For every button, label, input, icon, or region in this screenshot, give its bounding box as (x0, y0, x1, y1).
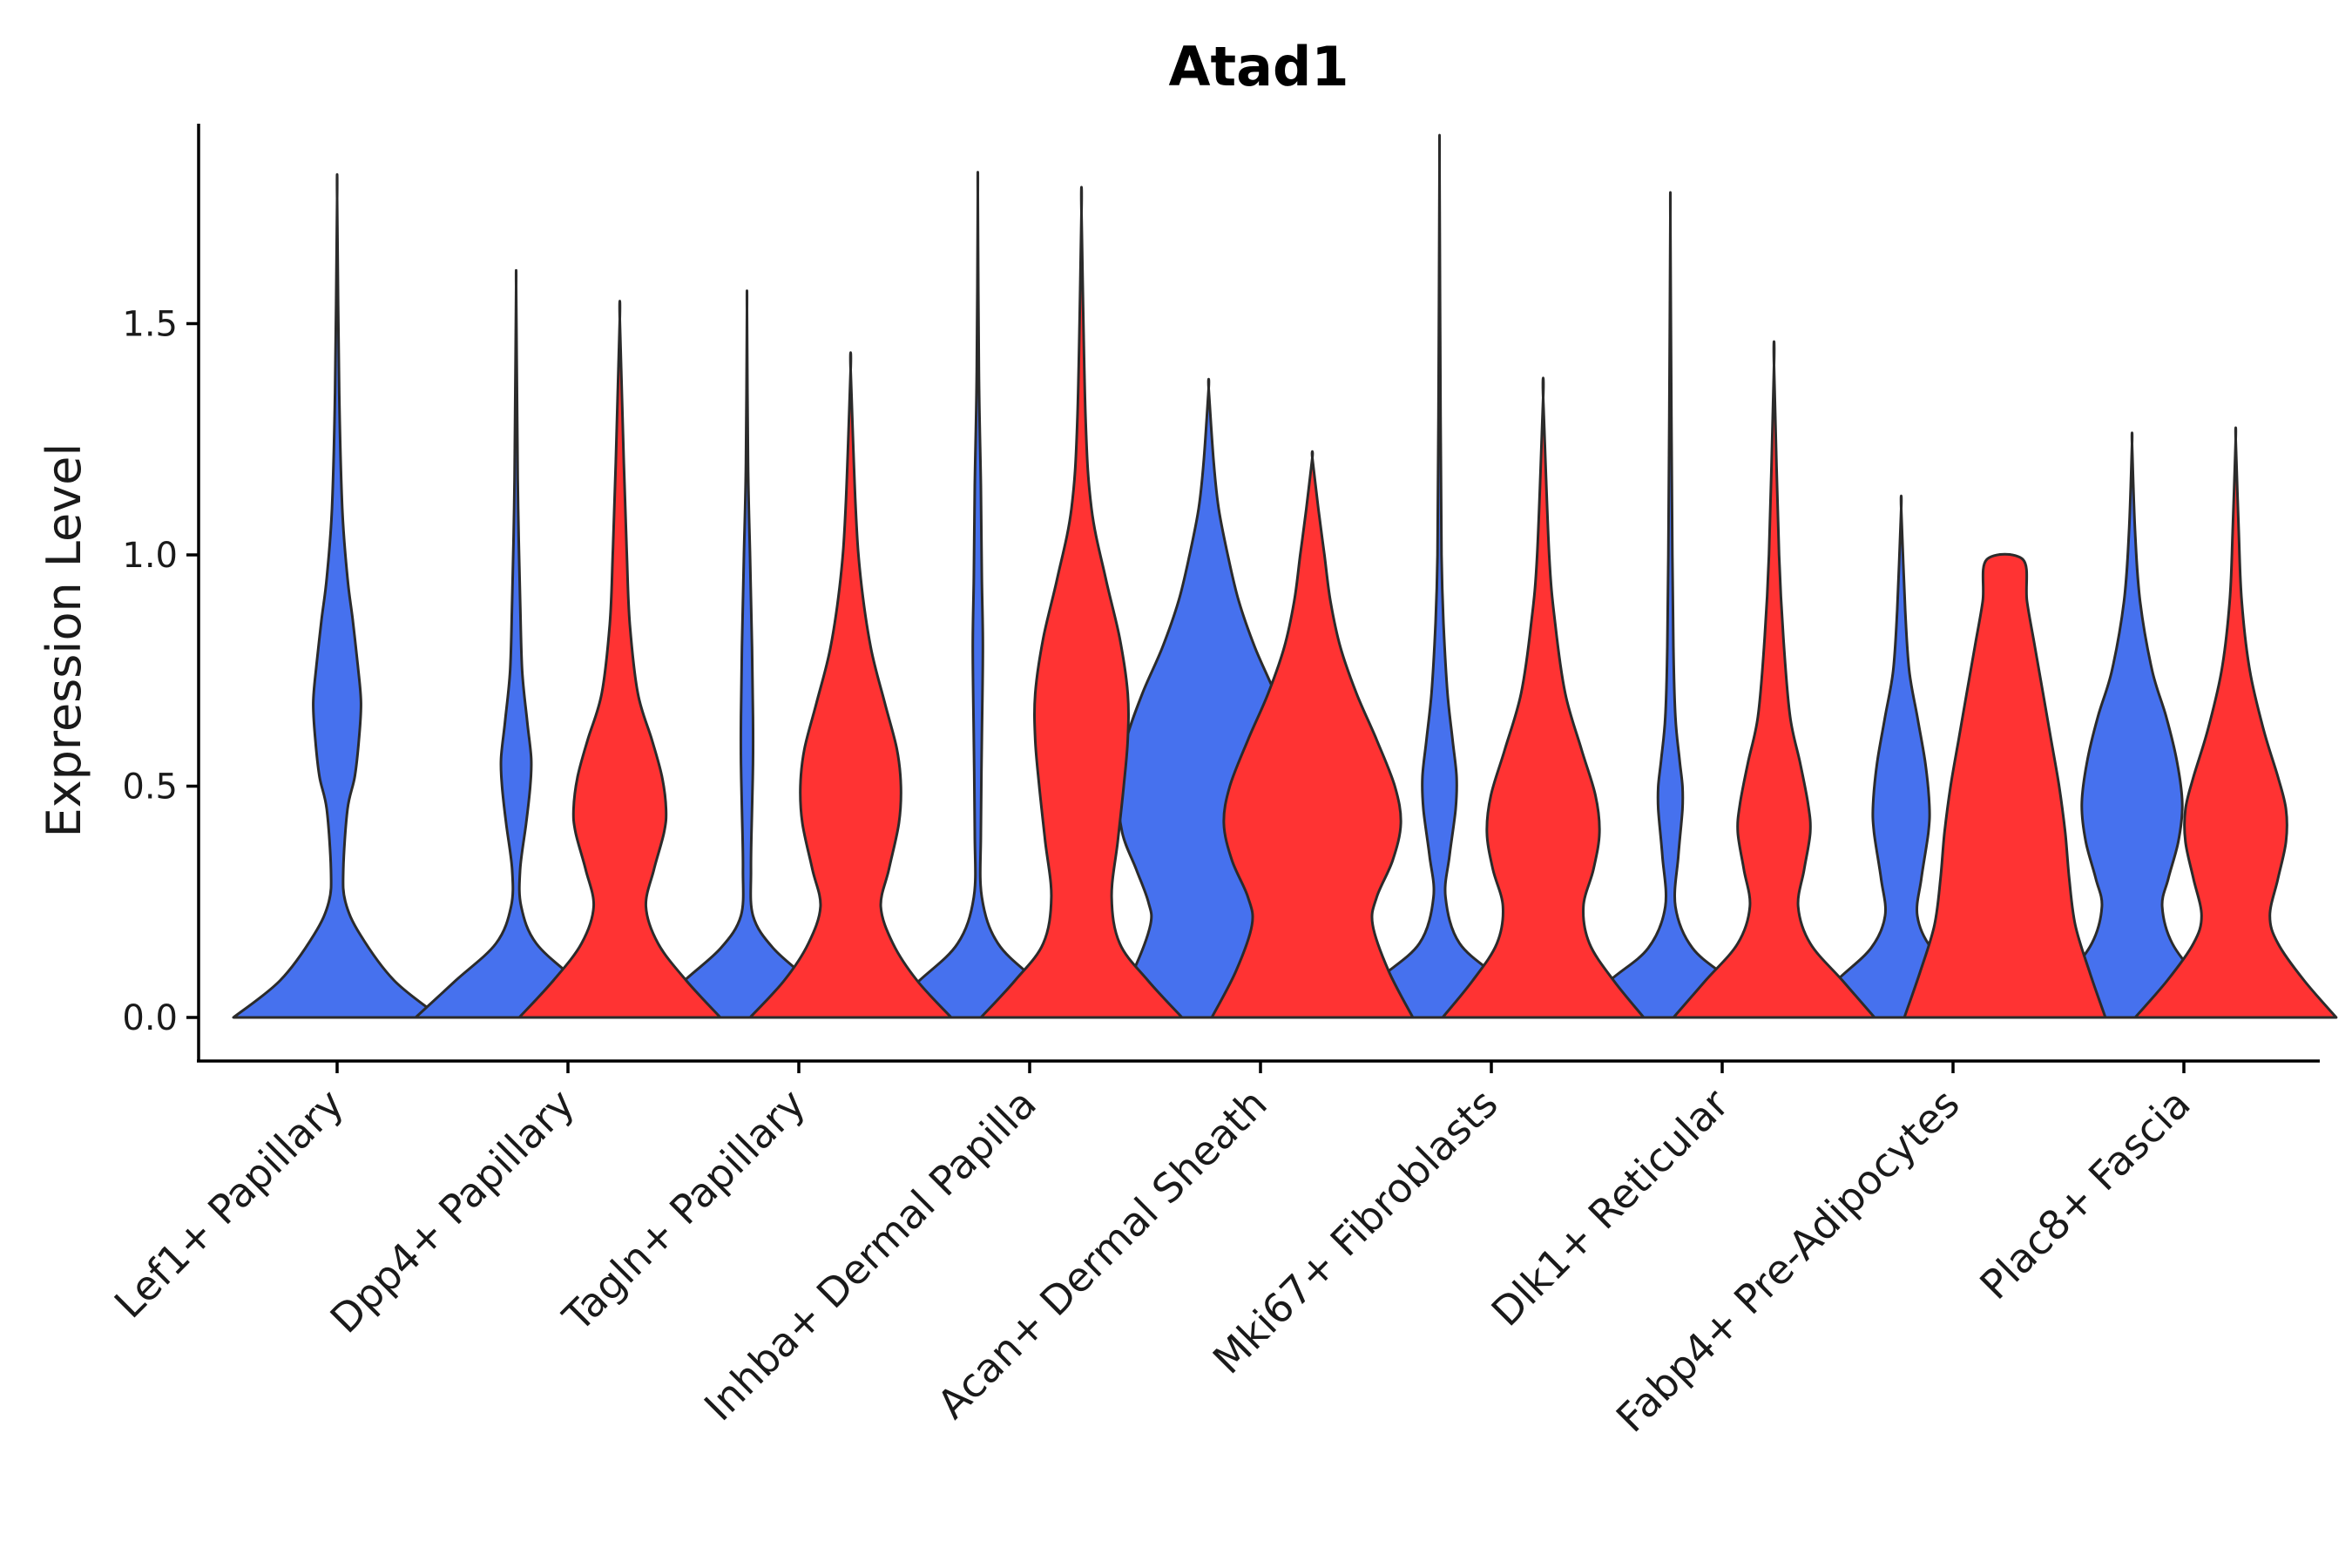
x-tick-label: Tagln+ Papillary (553, 1080, 814, 1342)
y-tick-label: 1.5 (122, 305, 178, 345)
y-axis-label: Expression Level (37, 443, 91, 838)
violin-blue-fabp4-pre-adipocytes (1799, 494, 2004, 1019)
violin-blue-plac8-fascia (2030, 431, 2234, 1019)
violin-red-dlk1-reticular (1672, 340, 1876, 1019)
y-ticks: 0.0 0.5 1.0 1.5 (122, 305, 199, 1038)
y-tick-label: 1.0 (122, 536, 178, 576)
violin-red-inhba-dermal-papilla (979, 186, 1184, 1019)
violins-layer (232, 133, 2338, 1019)
violin-blue-dpp4-papillary (414, 268, 618, 1019)
violin-red-dpp4-papillary (517, 300, 722, 1019)
y-tick-label: 0.5 (122, 767, 178, 808)
violin-blue-inhba-dermal-papilla (875, 171, 1080, 1019)
chart-title: Atad1 (1169, 35, 1349, 98)
violin-red-mki67-fibroblasts (1441, 376, 1646, 1019)
violin-blue-mki67-fibroblasts (1337, 133, 1542, 1019)
x-tick-label: Lef1+ Papillary (105, 1080, 353, 1328)
violin-blue-tagln-papillary (645, 289, 849, 1019)
x-tick-label: Dpp4+ Papillary (321, 1080, 584, 1342)
violin-red-fabp4-pre-adipocytes (1903, 552, 2107, 1019)
violin-blue-dlk1-reticular (1568, 191, 1773, 1019)
x-tick-label: Plac8+ Fascia (1970, 1080, 2199, 1308)
violin-red-tagln-papillary (748, 351, 953, 1019)
axes-layer (197, 124, 2320, 1063)
violin-red-plac8-fascia (2133, 426, 2338, 1019)
violin-blue-lef1-papillary (232, 173, 443, 1019)
y-tick-label: 0.0 (122, 998, 178, 1038)
x-tick-label: Dlk1+ Reticular (1483, 1080, 1738, 1335)
violin-red-acan-dermal-sheath (1210, 449, 1415, 1019)
